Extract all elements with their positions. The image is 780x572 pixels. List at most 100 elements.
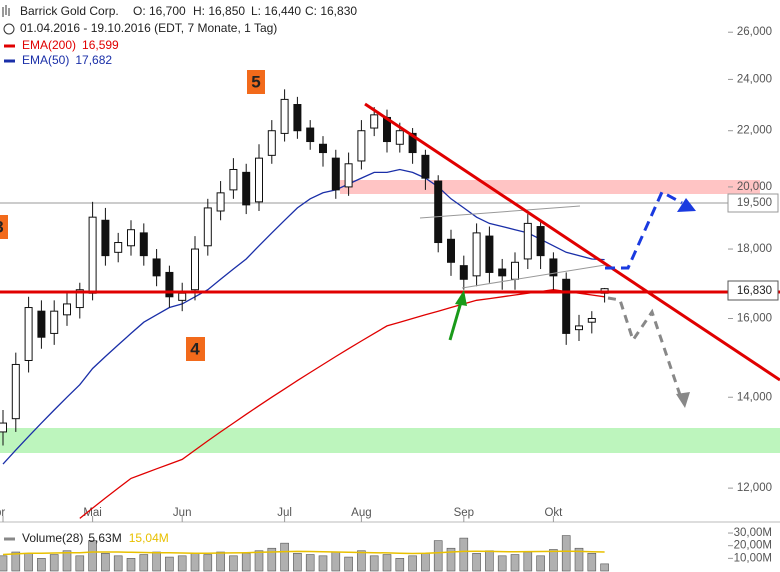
wave-box xyxy=(0,215,8,239)
y-tick-label: 30,00M xyxy=(734,527,772,539)
ohlc-low: L: 16,440 xyxy=(251,4,301,18)
candle-body xyxy=(395,130,404,145)
volume-bar xyxy=(88,540,97,572)
y-tick-label: 10,00M xyxy=(734,552,772,564)
candle-body xyxy=(139,232,148,257)
volume-bar xyxy=(421,552,430,572)
clock-icon xyxy=(3,23,15,35)
price-box-label: 16,830 xyxy=(737,285,772,297)
legend-value: 16,599 xyxy=(82,38,119,52)
candle-body xyxy=(255,157,263,203)
candle-body xyxy=(63,303,71,316)
wave-box xyxy=(247,70,265,94)
candle-body xyxy=(152,258,161,277)
candle-body xyxy=(0,422,7,433)
candle-body xyxy=(306,127,315,143)
candle-body xyxy=(242,171,251,206)
volume-bar xyxy=(305,554,315,572)
volume-bar xyxy=(190,552,200,572)
volume-bar xyxy=(561,535,571,572)
volume-bar xyxy=(331,551,341,572)
legend-label: EMA(50) xyxy=(22,53,69,67)
candle-body xyxy=(575,325,583,331)
candle-body xyxy=(191,248,199,291)
volume-bar xyxy=(344,556,353,572)
candle-body xyxy=(216,192,225,212)
candle-body xyxy=(114,242,123,253)
bull-scenario xyxy=(605,189,683,270)
candle-body xyxy=(37,310,46,338)
volume-bar xyxy=(0,555,8,572)
candle-body xyxy=(165,271,174,298)
candle-body xyxy=(267,130,276,156)
x-tick-label: pr xyxy=(0,507,5,519)
green-arrow xyxy=(448,301,463,341)
candle-body xyxy=(101,219,110,257)
volume-bar xyxy=(24,552,33,572)
trend-line xyxy=(461,264,606,289)
candle-body xyxy=(293,104,302,132)
x-tick-label: Okt xyxy=(544,507,563,519)
support-zone xyxy=(0,428,780,453)
wave-box xyxy=(186,337,205,361)
y-tick-label: 20,00M xyxy=(734,540,772,552)
wave-label: 3 xyxy=(0,217,4,236)
ema-line xyxy=(79,289,605,519)
candle-body xyxy=(75,289,84,309)
candle-body xyxy=(127,229,135,247)
volume-bar xyxy=(49,554,59,572)
volume-bar xyxy=(177,555,187,572)
candle-body xyxy=(472,232,481,277)
volume-bar xyxy=(126,558,136,572)
resistance-zone xyxy=(340,180,760,194)
candle-body xyxy=(280,98,289,134)
arrow-head xyxy=(676,392,690,408)
candle-body xyxy=(344,163,353,188)
y-tick-label: 16,000 xyxy=(737,313,772,325)
volume-bar xyxy=(113,555,123,572)
legend-value: 17,682 xyxy=(75,53,112,67)
candle-body xyxy=(88,216,97,294)
volume-bar xyxy=(587,552,597,572)
y-tick-label: 12,000 xyxy=(737,482,772,494)
volume-bar xyxy=(574,547,584,572)
downtrend-line xyxy=(364,102,780,382)
volume-bar xyxy=(536,555,545,572)
wave-label: 4 xyxy=(190,339,200,358)
volume-bar xyxy=(75,555,85,572)
candle-body xyxy=(447,238,455,263)
ohlc-open: O: 16,700 xyxy=(133,4,186,18)
volume-bar xyxy=(139,554,149,572)
volume-average-label: 15,04M xyxy=(129,531,169,545)
y-tick-label: 18,000 xyxy=(737,243,772,255)
volume-bar xyxy=(241,552,251,572)
candle-body xyxy=(562,278,571,334)
candle-body xyxy=(498,268,507,277)
volume-bar xyxy=(280,542,289,572)
candle-body xyxy=(331,157,340,191)
volume-bar xyxy=(433,540,443,572)
volume-bar xyxy=(229,555,238,572)
price-box xyxy=(727,280,779,301)
volume-bar xyxy=(459,537,469,572)
x-tick-label: Sep xyxy=(454,507,474,519)
volume-bar xyxy=(472,552,481,572)
chart-icon xyxy=(2,5,10,17)
candle-body xyxy=(511,261,519,280)
volume-bar xyxy=(254,550,264,572)
candle-body xyxy=(24,307,33,361)
volume-bar xyxy=(446,547,456,572)
volume-bar xyxy=(11,551,21,572)
ema-line xyxy=(2,168,605,465)
volume-bar xyxy=(382,554,392,572)
candle-body xyxy=(50,310,59,334)
bear-scenario xyxy=(607,296,682,396)
candle-body xyxy=(523,222,532,260)
volume-bar xyxy=(216,551,225,572)
y-tick-label: 22,000 xyxy=(737,125,772,137)
arrow-head xyxy=(677,198,696,212)
ohlc-close: C: 16,830 xyxy=(305,4,357,18)
candle-body xyxy=(587,317,596,323)
candle-body xyxy=(229,168,238,191)
candle-body xyxy=(370,114,379,129)
